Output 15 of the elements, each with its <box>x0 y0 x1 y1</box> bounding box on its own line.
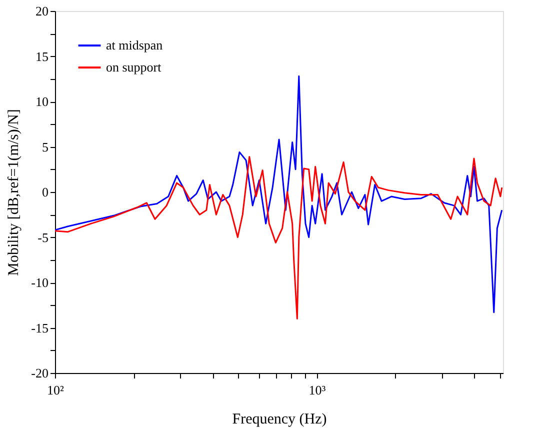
x-axis-title: Frequency (Hz) <box>232 412 327 428</box>
y-tick-label: 15 <box>36 48 48 64</box>
y-tick-label: 0 <box>42 184 48 200</box>
y-tick-label: 5 <box>42 139 48 154</box>
y-tick-label: -10 <box>31 275 48 290</box>
y-tick-label: 20 <box>36 4 48 18</box>
x-tick-label: 10³ <box>308 382 326 398</box>
y-tick-label: -20 <box>31 366 48 380</box>
x-tick-label: 10² <box>47 382 64 398</box>
legend-label: on support <box>106 60 162 74</box>
y-axis-title: Mobility [dB,ref=1(m/s)/N] <box>6 109 22 276</box>
y-tick-label: -15 <box>31 320 48 336</box>
y-tick-label: 10 <box>36 94 48 109</box>
legend-label: at midspan <box>106 38 164 52</box>
y-tick-label: -5 <box>38 230 48 245</box>
